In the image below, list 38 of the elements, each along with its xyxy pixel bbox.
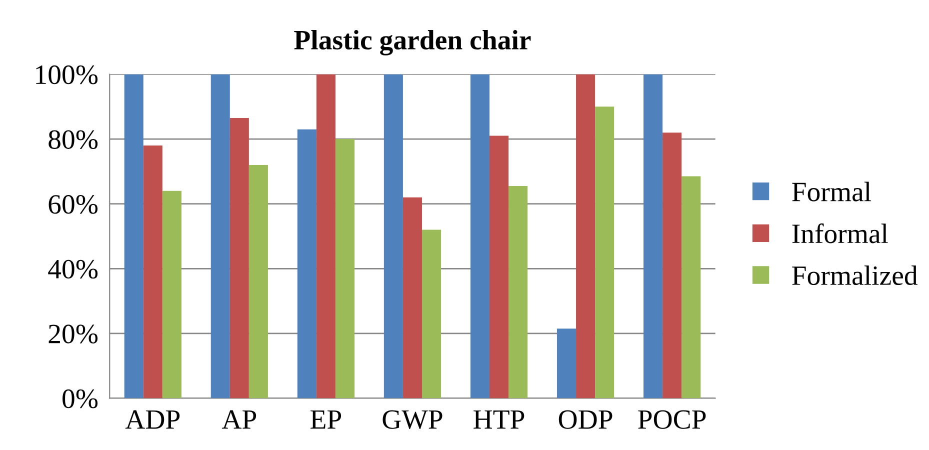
x-tick-label: POCP — [638, 410, 706, 429]
bar — [422, 230, 442, 398]
legend-label: Formalized — [792, 266, 918, 286]
legend-label: Formal — [792, 182, 872, 202]
bar — [248, 164, 268, 398]
bar — [644, 74, 663, 398]
bar — [143, 146, 162, 398]
bar — [576, 74, 596, 398]
y-tick-label: 80% — [48, 130, 98, 150]
bar — [210, 74, 230, 398]
bar — [508, 186, 528, 398]
bar — [489, 136, 509, 398]
y-tick-label: 0% — [62, 389, 98, 408]
bar — [682, 176, 701, 398]
bar — [556, 328, 576, 398]
bar — [402, 197, 422, 398]
bar — [124, 74, 144, 398]
bar — [662, 132, 682, 398]
x-tick-label: AP — [222, 410, 256, 429]
x-tick-label: ADP — [125, 410, 180, 429]
chart-title: Plastic garden chair — [294, 30, 531, 56]
bar — [335, 139, 354, 398]
legend-label: Informal — [792, 223, 888, 244]
bar — [470, 74, 490, 398]
y-tick-label: 60% — [48, 195, 98, 214]
bar — [316, 74, 336, 398]
y-tick-label: 40% — [48, 260, 98, 279]
x-tick-label: ODP — [558, 410, 612, 429]
x-tick-label: HTP — [474, 410, 524, 429]
x-tick-label: GWP — [382, 410, 442, 430]
bar — [595, 106, 614, 398]
bar — [297, 129, 316, 398]
bar — [230, 118, 249, 398]
y-tick-label: 100% — [36, 65, 98, 84]
bar — [162, 190, 182, 398]
bar — [384, 74, 403, 398]
x-tick-label: EP — [310, 410, 342, 429]
y-tick-label: 20% — [48, 324, 98, 344]
